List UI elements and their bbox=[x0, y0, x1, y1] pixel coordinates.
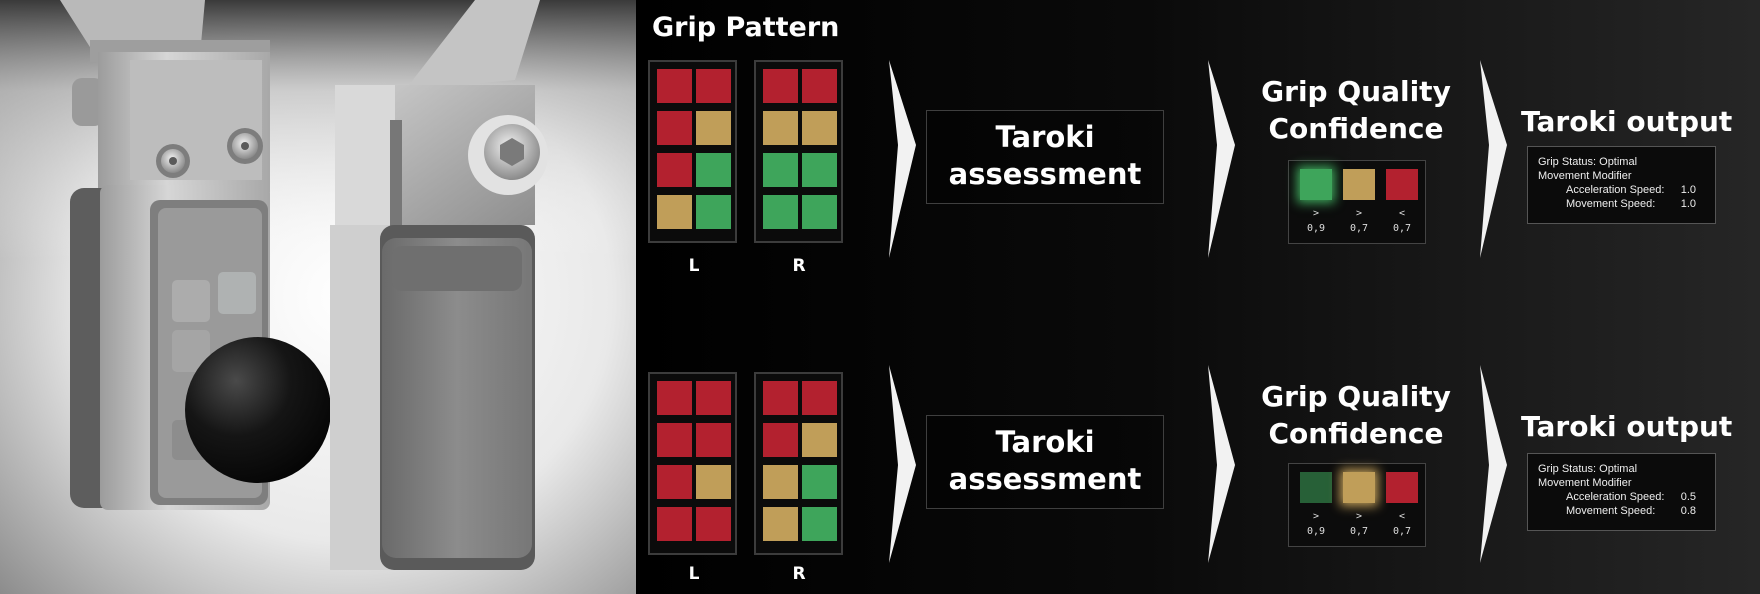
output-grip-status: Grip Status: Optimal bbox=[1538, 156, 1638, 168]
taroki-output-title: Taroki output bbox=[1521, 105, 1733, 138]
grip-cell-red bbox=[763, 423, 798, 457]
grip-cell-red bbox=[657, 423, 692, 457]
grip-cell-amber bbox=[763, 465, 798, 499]
output-grip-status: Grip Status: Optimal bbox=[1538, 463, 1638, 475]
confidence-value: 0,7 bbox=[1392, 526, 1412, 537]
output-movement-label: Movement Speed: bbox=[1566, 505, 1656, 517]
confidence-value: 0,9 bbox=[1306, 526, 1326, 537]
grip-cell-red bbox=[802, 69, 837, 103]
grip-cell-red bbox=[802, 381, 837, 415]
confidence-indicator-green bbox=[1300, 472, 1332, 503]
grip-cell-red bbox=[696, 423, 731, 457]
grip-cell-green bbox=[763, 153, 798, 187]
confidence-indicator-red bbox=[1386, 472, 1418, 503]
left-hand-label: L bbox=[688, 564, 700, 584]
assessment-line2: assessment bbox=[948, 157, 1142, 191]
arrow-chevron-row2-b bbox=[1208, 365, 1235, 563]
confidence-symbol: < bbox=[1398, 511, 1406, 522]
confidence-title: Grip Quality Confidence bbox=[1256, 378, 1456, 452]
taroki-assessment-box: Taroki assessment bbox=[926, 415, 1164, 509]
assessment-line1: Taroki bbox=[995, 425, 1095, 459]
confidence-symbol: > bbox=[1312, 208, 1320, 219]
grip-grid-right-row2 bbox=[754, 372, 843, 555]
confidence-title-line1: Grip Quality bbox=[1261, 380, 1451, 413]
taroki-assessment-box: Taroki assessment bbox=[926, 110, 1164, 204]
arrow-chevron-row2-c bbox=[1480, 365, 1507, 563]
grip-cell-green bbox=[802, 507, 837, 541]
confidence-indicator-red bbox=[1386, 169, 1418, 200]
output-acceleration-value: 0.5 bbox=[1680, 491, 1696, 503]
confidence-value: 0,7 bbox=[1349, 223, 1369, 234]
taroki-output-box-row2: Grip Status: Optimal Movement Modifier Acc… bbox=[1527, 453, 1716, 531]
confidence-value: 0,7 bbox=[1392, 223, 1412, 234]
flow-arrows bbox=[889, 60, 1507, 563]
grip-grid-right-row1 bbox=[754, 60, 843, 243]
grip-cell-green bbox=[802, 195, 837, 229]
grip-cell-red bbox=[657, 111, 692, 145]
grip-cell-red bbox=[657, 465, 692, 499]
grip-cell-red bbox=[696, 381, 731, 415]
grip-cell-amber bbox=[696, 465, 731, 499]
confidence-symbol: > bbox=[1355, 208, 1363, 219]
output-acceleration-label: Acceleration Speed: bbox=[1566, 491, 1665, 503]
grip-cell-red bbox=[657, 507, 692, 541]
output-movement-value: 0.8 bbox=[1680, 505, 1696, 517]
confidence-indicator-amber bbox=[1343, 472, 1375, 503]
grip-cell-amber bbox=[763, 507, 798, 541]
right-hand-label: R bbox=[792, 256, 806, 276]
grip-cell-green bbox=[802, 465, 837, 499]
confidence-title-line1: Grip Quality bbox=[1261, 75, 1451, 108]
output-movement-value: 1.0 bbox=[1680, 198, 1696, 210]
output-acceleration-value: 1.0 bbox=[1680, 184, 1696, 196]
confidence-title: Grip Quality Confidence bbox=[1256, 73, 1456, 147]
output-movement-modifier: Movement Modifier bbox=[1538, 477, 1632, 489]
assessment-line1: Taroki bbox=[995, 120, 1095, 154]
right-hand-label: R bbox=[792, 564, 806, 584]
grip-cell-amber bbox=[802, 111, 837, 145]
confidence-box-row2: >0,9 >0,7 <0,7 bbox=[1288, 463, 1426, 547]
confidence-title-line2: Confidence bbox=[1268, 112, 1444, 145]
arrow-chevron-row2-a bbox=[889, 365, 916, 563]
grip-cell-red bbox=[657, 381, 692, 415]
grip-cell-amber bbox=[802, 423, 837, 457]
confidence-indicator-green bbox=[1300, 169, 1332, 200]
grip-cell-green bbox=[763, 195, 798, 229]
grip-cell-red bbox=[696, 69, 731, 103]
output-movement-modifier: Movement Modifier bbox=[1538, 170, 1632, 182]
arrow-chevron-row1-a bbox=[889, 60, 916, 258]
taroki-output-box-row1: Grip Status: Optimal Movement Modifier Acc… bbox=[1527, 146, 1716, 224]
grip-grid-left-row2 bbox=[648, 372, 737, 555]
grip-cell-green bbox=[802, 153, 837, 187]
confidence-symbol: < bbox=[1398, 208, 1406, 219]
grip-cell-green bbox=[696, 195, 731, 229]
confidence-value: 0,9 bbox=[1306, 223, 1326, 234]
arrow-chevron-row1-c bbox=[1480, 60, 1507, 258]
grip-grid-left-row1 bbox=[648, 60, 737, 243]
grip-cell-red bbox=[657, 69, 692, 103]
grip-cell-amber bbox=[696, 111, 731, 145]
grip-cell-amber bbox=[763, 111, 798, 145]
confidence-indicator-amber bbox=[1343, 169, 1375, 200]
confidence-box-row1: >0,9 >0,7 <0,7 bbox=[1288, 160, 1426, 244]
confidence-title-line2: Confidence bbox=[1268, 417, 1444, 450]
grip-cell-red bbox=[657, 153, 692, 187]
confidence-value: 0,7 bbox=[1349, 526, 1369, 537]
confidence-symbol: > bbox=[1312, 511, 1320, 522]
grip-pattern-title: Grip Pattern bbox=[652, 12, 840, 43]
gripper-render-image bbox=[0, 0, 636, 594]
taroki-output-title: Taroki output bbox=[1521, 410, 1733, 443]
output-acceleration-label: Acceleration Speed: bbox=[1566, 184, 1665, 196]
left-hand-label: L bbox=[688, 256, 700, 276]
grip-cell-green bbox=[696, 153, 731, 187]
grip-cell-red bbox=[763, 69, 798, 103]
arrow-chevron-row1-b bbox=[1208, 60, 1235, 258]
grip-cell-red bbox=[763, 381, 798, 415]
grip-cell-red bbox=[696, 507, 731, 541]
grip-assessment-diagram: Grip Pattern L R Taroki assessment Grip … bbox=[636, 0, 1760, 594]
output-movement-label: Movement Speed: bbox=[1566, 198, 1656, 210]
confidence-symbol: > bbox=[1355, 511, 1363, 522]
assessment-line2: assessment bbox=[948, 462, 1142, 496]
grip-cell-amber bbox=[657, 195, 692, 229]
